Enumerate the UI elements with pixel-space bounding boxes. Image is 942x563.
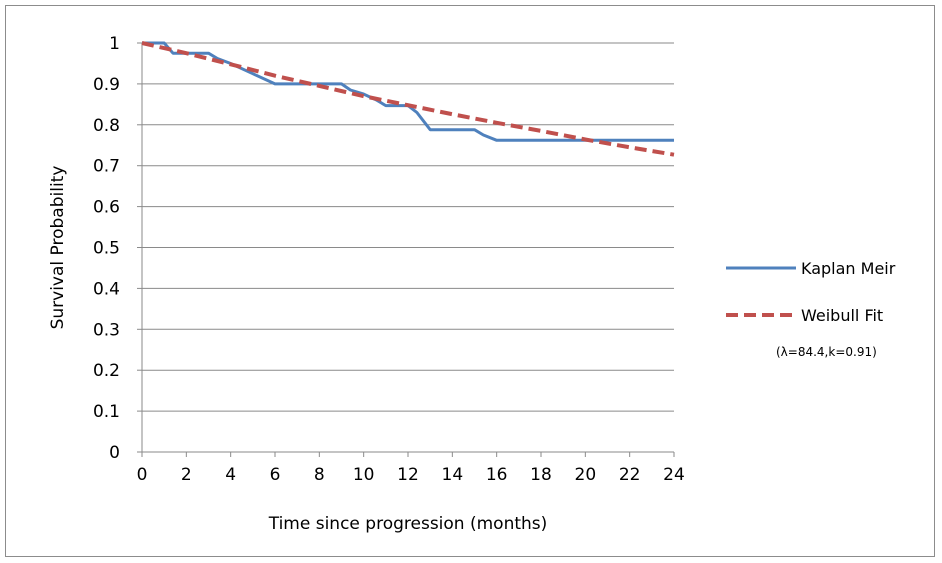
- x-tick-label-12: 24: [663, 465, 685, 485]
- x-tick-label-2: 4: [225, 465, 236, 485]
- legend: Kaplan Meir Weibull Fit (λ=84.4,k=0.91): [726, 259, 896, 359]
- tick-labels: 00.10.20.30.40.50.60.70.80.910 2 4 6 8 10 12 14…: [93, 34, 685, 485]
- y-axis-title: Survival Probability: [48, 166, 68, 330]
- x-tick-label-11: 22: [619, 465, 641, 485]
- x-tick-label-6: 12: [397, 465, 419, 485]
- x-tick-label-10: 20: [575, 465, 597, 485]
- x-tick-label-0: 0: [137, 465, 148, 485]
- series-lines: [141, 41, 675, 157]
- x-tick-label-9: 18: [530, 465, 552, 485]
- y-tick-label-3: 0.3: [93, 320, 120, 340]
- chart-container: 0 0.1 0.2 0.3 0.4 0.5 0.6 0.7 0.8 0.9 1 0 2 4 6 8 10 12 14…: [5, 5, 935, 557]
- x-tick-label-5: 10: [353, 465, 375, 485]
- y-tick-label-4: 0.4: [93, 279, 120, 299]
- series-line-kaplan-meir: [142, 41, 674, 142]
- axes: [137, 42, 675, 457]
- x-tick-label-1: 2: [181, 465, 192, 485]
- y-tick-label-8: 0.8: [93, 116, 120, 136]
- y-tick-label-2: 0.2: [93, 361, 120, 381]
- series-line-weibull-fit: [141, 41, 675, 157]
- survival-chart: 00.10.20.30.40.50.60.70.80.910 2 4 6 8 10 12 14…: [48, 34, 896, 534]
- y-tick-label-7: 0.7: [93, 157, 120, 177]
- gridlines: [142, 42, 674, 412]
- legend-label-kaplan-meir: Kaplan Meir: [801, 259, 896, 278]
- x-tick-label-3: 6: [270, 465, 281, 485]
- x-tick-label-8: 16: [486, 465, 508, 485]
- weibull-parameters-note: (λ=84.4,k=0.91): [776, 345, 877, 359]
- y-tick-label-9: 0.9: [93, 75, 120, 95]
- y-tick-label-0: 0: [109, 443, 120, 463]
- y-tick-label-6: 0.6: [93, 198, 120, 218]
- y-tick-label-10: 1: [109, 34, 120, 54]
- x-axis-title: Time since progression (months): [268, 514, 548, 534]
- y-tick-label-1: 0.1: [93, 402, 120, 422]
- y-tick-label-5: 0.5: [93, 239, 120, 259]
- x-tick-label-4: 8: [314, 465, 325, 485]
- legend-label-weibull-fit: Weibull Fit: [801, 306, 883, 325]
- x-tick-label-7: 14: [442, 465, 464, 485]
